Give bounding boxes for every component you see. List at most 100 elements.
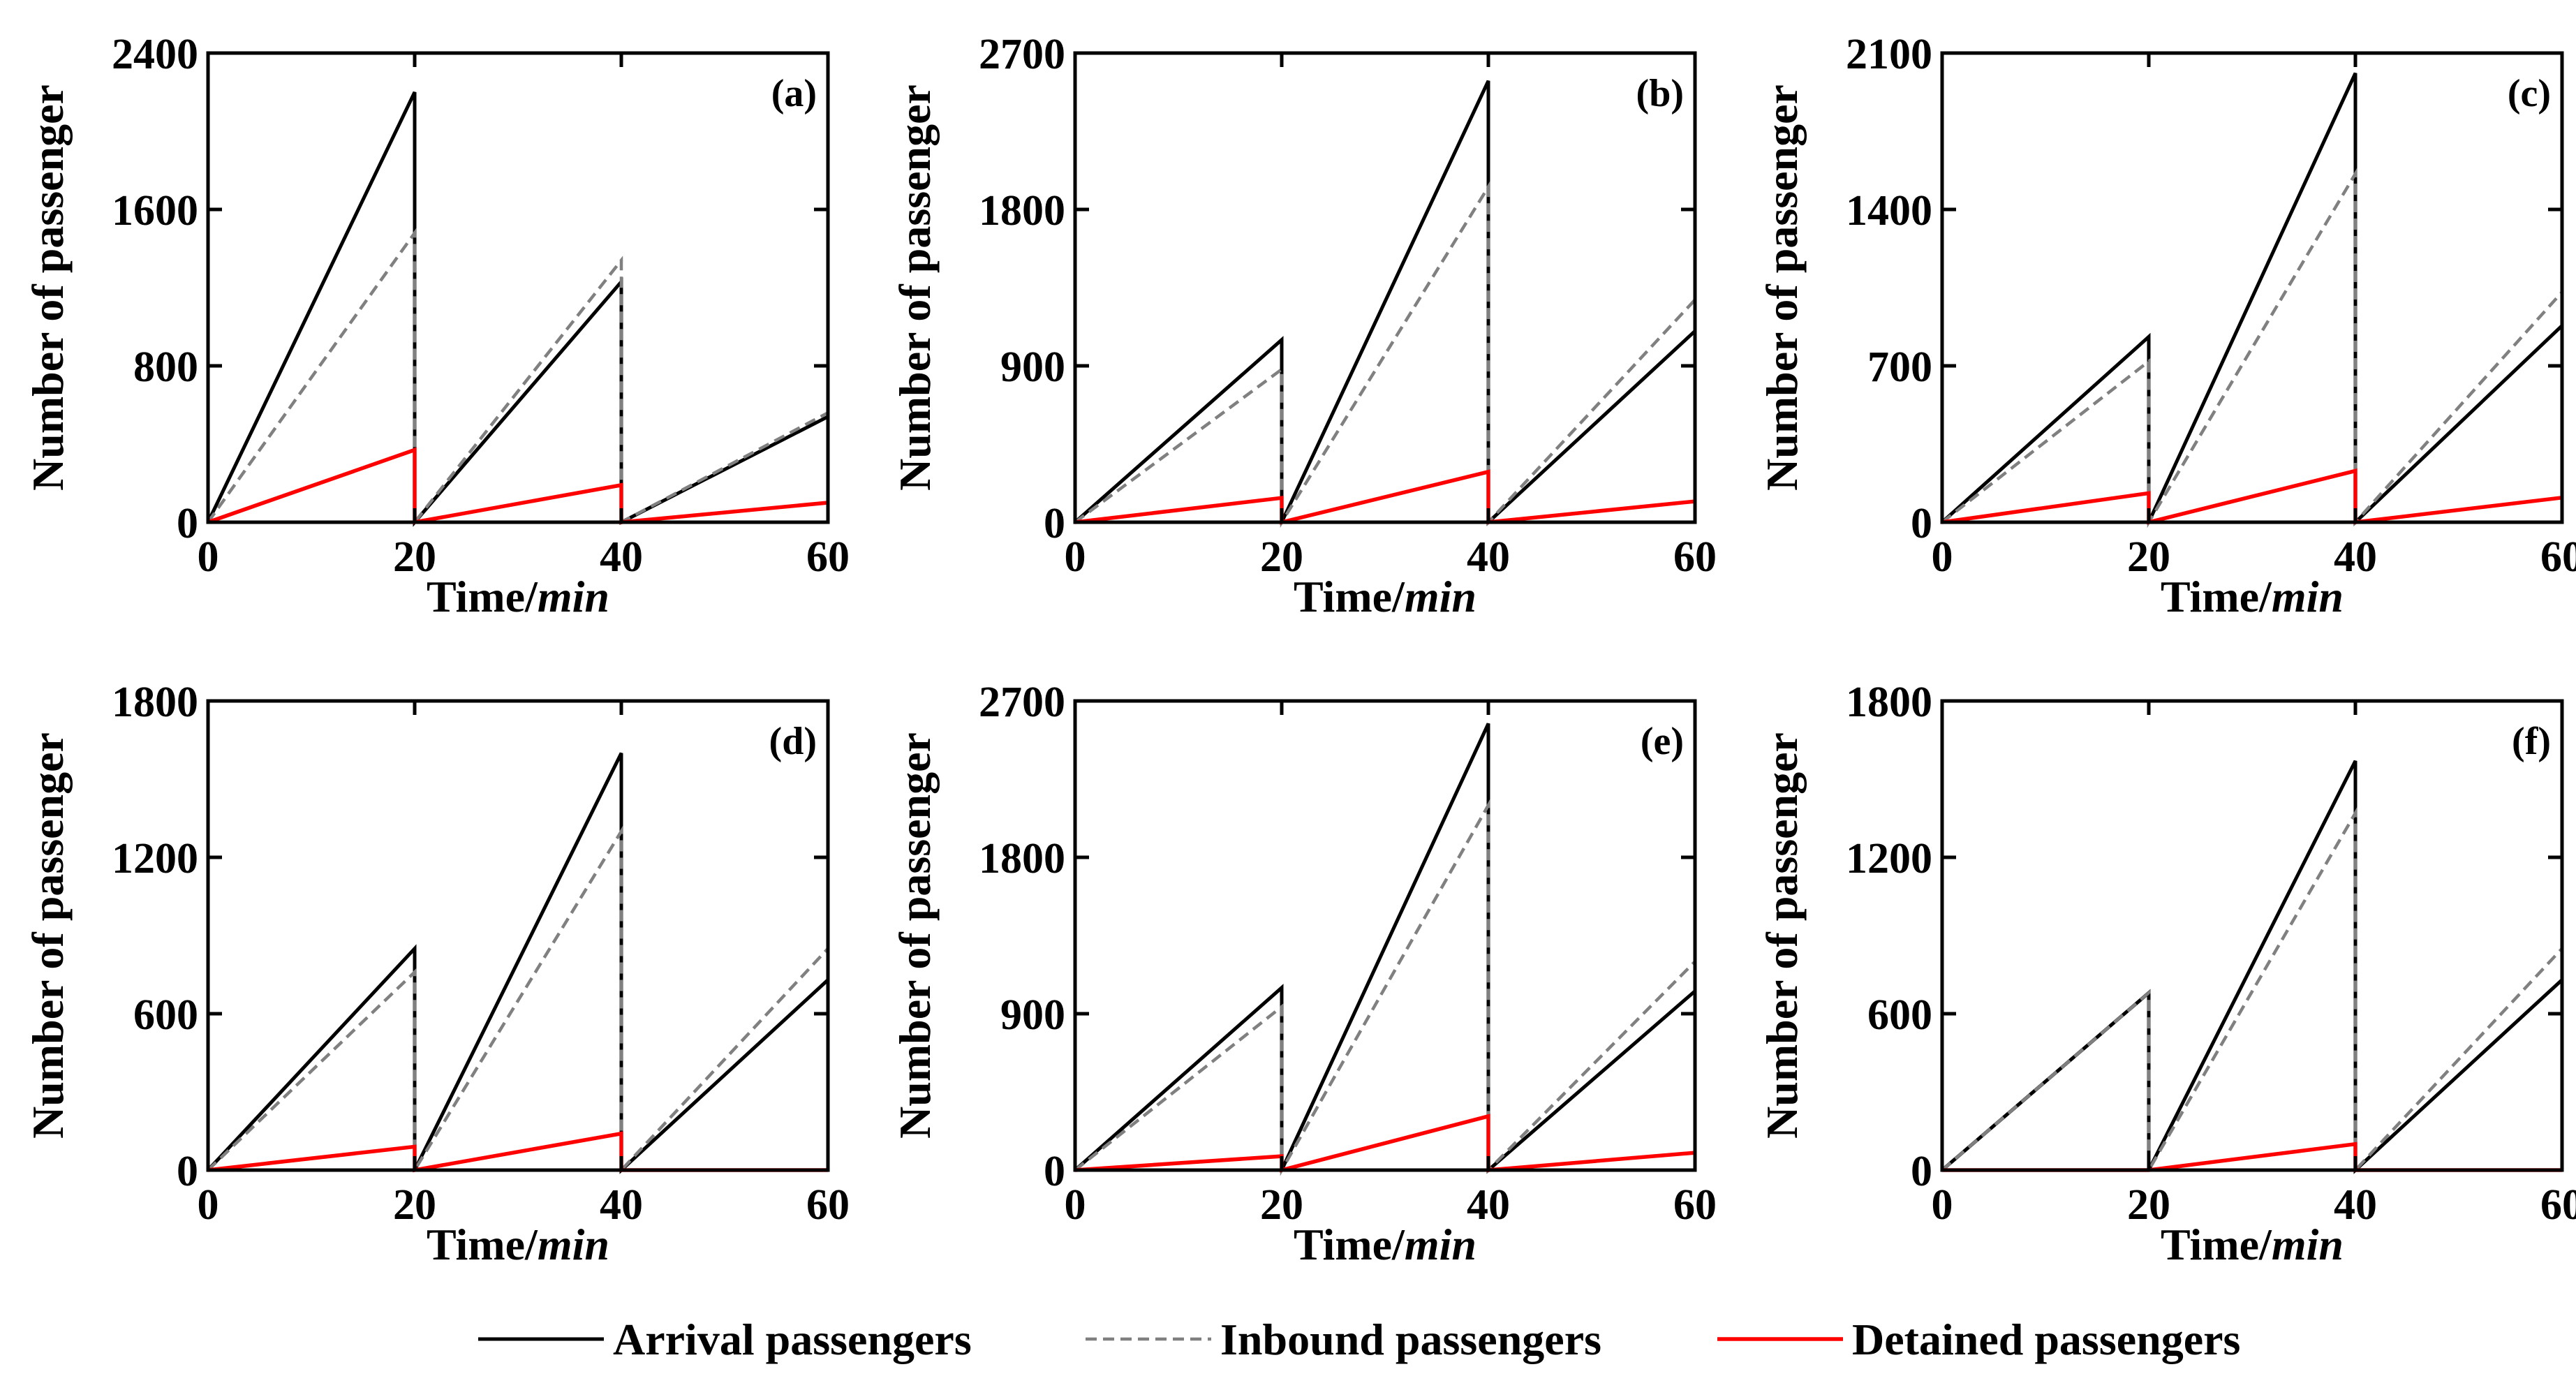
x-tick-label: 0: [1065, 533, 1086, 581]
y-tick-label: 2400: [112, 31, 198, 78]
y-axis-label: Number of passenger: [23, 732, 73, 1139]
y-tick-label: 1800: [979, 187, 1065, 235]
panel-tag: (b): [1636, 72, 1684, 115]
x-axis-label: Time/min: [427, 572, 609, 621]
series-line-inbound: [207, 825, 829, 1176]
y-tick-label: 0: [1911, 1148, 1932, 1195]
chart-panel-b: 0 20 40 60 0 900 1800 2700 Time/min Number of pas…: [890, 31, 1717, 621]
x-axis-label-text: Time/: [2161, 572, 2272, 621]
x-tick-label: 0: [1932, 1181, 1953, 1229]
y-tick-label: 900: [1000, 343, 1065, 391]
x-tick-label: 0: [1065, 1181, 1086, 1229]
y-tick-label: 1200: [1846, 835, 1932, 882]
x-axis-label-unit: min: [1405, 572, 1476, 621]
x-tick-label: 60: [2540, 1181, 2576, 1229]
x-tick-label: 40: [600, 1181, 643, 1229]
series-line-detained: [1941, 468, 2563, 525]
plot-frame: [1940, 699, 2564, 1172]
legend-label-arrival: Arrival passengers: [613, 1315, 972, 1364]
y-axis-label: Number of passenger: [890, 732, 940, 1139]
x-axis-label-text: Time/: [1294, 1220, 1405, 1269]
panel-tag: (c): [2508, 72, 2551, 115]
y-tick-label: 2700: [979, 31, 1065, 78]
x-tick-label: 40: [1467, 533, 1510, 581]
series-line-detained: [1942, 1141, 2562, 1172]
y-tick-label: 0: [1044, 500, 1065, 547]
y-axis-label: Number of passenger: [23, 84, 73, 491]
y-tick-label: 1200: [112, 835, 198, 882]
x-tick-label: 20: [393, 1181, 436, 1229]
x-axis-label: Time/min: [2161, 572, 2344, 621]
y-tick-label: 0: [1911, 500, 1932, 547]
x-tick-label: 20: [1260, 533, 1303, 581]
y-axis-label: Number of passenger: [890, 84, 940, 491]
x-axis-label-text: Time/: [2161, 1220, 2272, 1269]
x-tick-label: 60: [806, 1181, 850, 1229]
x-tick-label: 20: [393, 533, 436, 581]
y-axis-label: Number of passenger: [1757, 84, 1807, 491]
y-tick-label: 600: [1867, 991, 1932, 1039]
panel-tag: (f): [2512, 720, 2551, 763]
legend: Arrival passengers Inbound passengers Deta…: [478, 1315, 2240, 1364]
series-line-arrival: [1941, 760, 2563, 1174]
x-tick-label: 60: [1673, 533, 1717, 581]
x-axis-label-text: Time/: [427, 572, 538, 621]
legend-label-detained: Detained passengers: [1852, 1315, 2240, 1364]
series-line-detained: [207, 1131, 828, 1173]
y-axis-label: Number of passenger: [1757, 732, 1807, 1139]
panel-tag: (e): [1641, 720, 1684, 763]
y-tick-label: 900: [1000, 991, 1065, 1039]
series-line-inbound: [1074, 799, 1696, 1176]
x-axis-label: Time/min: [1294, 572, 1476, 621]
plot-frame: [206, 51, 830, 524]
x-tick-label: 20: [2127, 1181, 2170, 1229]
plot-frame: [1073, 699, 1697, 1172]
y-tick-label: 2700: [979, 679, 1065, 726]
y-tick-label: 2100: [1846, 31, 1932, 78]
x-tick-label: 0: [1932, 533, 1953, 581]
x-axis-label-unit: min: [2272, 1220, 2344, 1269]
x-tick-label: 40: [2334, 1181, 2377, 1229]
y-tick-label: 800: [133, 343, 198, 391]
plot-frame: [206, 699, 830, 1172]
x-tick-label: 60: [1673, 1181, 1717, 1229]
x-tick-label: 40: [1467, 1181, 1510, 1229]
y-tick-label: 1800: [979, 835, 1065, 882]
x-tick-label: 40: [2334, 533, 2377, 581]
y-tick-label: 1800: [112, 679, 198, 726]
y-tick-label: 1800: [1846, 679, 1932, 726]
y-tick-label: 0: [1044, 1148, 1065, 1195]
x-tick-label: 60: [806, 533, 850, 581]
x-axis-label-text: Time/: [1294, 572, 1405, 621]
chart-panel-c: 0 20 40 60 0 700 1400 2100 Time/min Number of pas…: [1757, 31, 2576, 621]
series-line-detained: [1074, 1114, 1696, 1173]
series-line-inbound: [1941, 168, 2563, 529]
x-axis-label: Time/min: [2161, 1220, 2344, 1269]
x-axis-label: Time/min: [427, 1220, 609, 1269]
x-axis-label-unit: min: [538, 1220, 609, 1269]
x-tick-label: 40: [600, 533, 643, 581]
panel-tag: (d): [769, 720, 817, 763]
y-tick-label: 700: [1867, 343, 1932, 391]
legend-label-inbound: Inbound passengers: [1220, 1315, 1601, 1364]
series-line-arrival: [1074, 723, 1696, 1174]
chart-panel-e: 0 20 40 60 0 900 1800 2700 Time/min Number of pas…: [890, 679, 1717, 1269]
x-axis-label-unit: min: [1405, 1220, 1476, 1269]
x-tick-label: 0: [198, 533, 219, 581]
series-line-detained: [207, 447, 829, 525]
series-line-arrival: [206, 91, 829, 527]
series-line-arrival: [1074, 80, 1696, 526]
y-tick-label: 600: [133, 991, 198, 1039]
x-axis-label-unit: min: [2272, 572, 2344, 621]
x-axis-label-unit: min: [538, 572, 609, 621]
series-line-detained: [1074, 469, 1696, 525]
y-tick-label: 0: [177, 1148, 198, 1195]
series-line-arrival: [1941, 72, 2563, 526]
y-tick-label: 1600: [112, 187, 198, 235]
x-axis-label: Time/min: [1294, 1220, 1476, 1269]
plot-frame: [1940, 51, 2564, 524]
x-tick-label: 20: [1260, 1181, 1303, 1229]
